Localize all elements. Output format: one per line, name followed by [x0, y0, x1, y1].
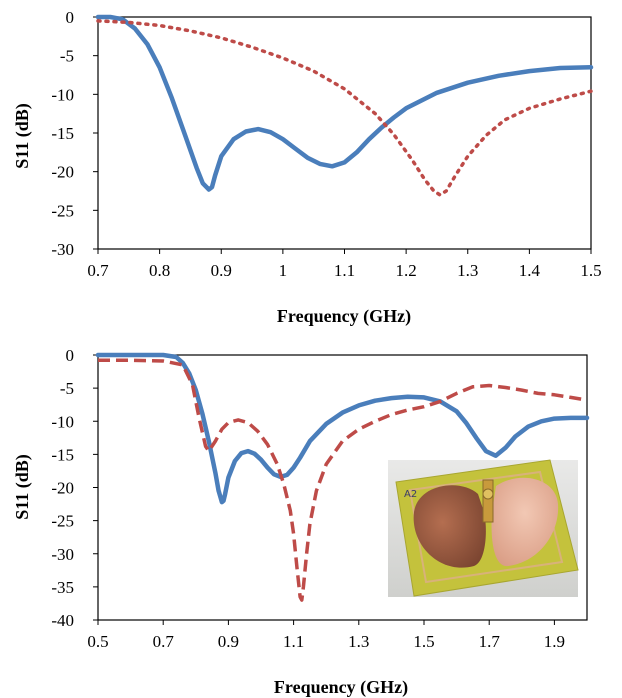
- antenna-photo: A2: [388, 459, 579, 597]
- x-axis-label: Frequency (GHz): [274, 677, 408, 698]
- x-tick-label: 0.9: [211, 261, 232, 280]
- board-label: A2: [404, 489, 417, 500]
- x-tick-label: 1.5: [580, 261, 601, 280]
- x-tick-label: 0.5: [87, 632, 108, 651]
- y-tick-label: -40: [51, 611, 74, 630]
- x-tick-label: 1.1: [283, 632, 304, 651]
- y-tick-label: -25: [51, 512, 74, 531]
- x-tick-label: 0.9: [218, 632, 239, 651]
- y-axis-label: S11 (dB): [12, 454, 33, 520]
- series-line-dotted: [96, 19, 593, 197]
- y-tick-label: -15: [51, 124, 74, 143]
- chart-top: 0.7 0.8 0.9 1 1.1 1.2 1.3 1.4 1.5 0 -5 -10 -15 -20 -25…: [12, 8, 602, 327]
- y-tick-label: -15: [51, 445, 74, 464]
- y-tick-label: -30: [51, 240, 74, 259]
- y-tick-label: 0: [66, 8, 75, 27]
- y-axis-label: S11 (dB): [12, 103, 33, 169]
- y-tick-label: -5: [60, 379, 74, 398]
- y-tick-label: 0: [66, 346, 75, 365]
- x-axis-label: Frequency (GHz): [277, 306, 411, 327]
- x-tick-label: 0.7: [153, 632, 175, 651]
- x-tick-label: 0.8: [149, 261, 170, 280]
- y-tick-label: -10: [51, 85, 74, 104]
- board-trace: [408, 470, 564, 584]
- y-tick-label: -20: [51, 479, 74, 498]
- series-line-solid: [95, 352, 590, 505]
- y-tick-label: -5: [60, 47, 74, 66]
- x-tick-label: 1.3: [457, 261, 478, 280]
- sma-connector-icon: [482, 479, 494, 523]
- x-tick-label: 1.1: [334, 261, 355, 280]
- x-tick-label: 1.5: [413, 632, 434, 651]
- plot-frame: [97, 16, 592, 250]
- y-tick-label: -30: [51, 545, 74, 564]
- x-tick-label: 1.4: [519, 261, 541, 280]
- x-tick-label: 1: [279, 261, 288, 280]
- right-patch: [491, 477, 559, 567]
- left-patch: [413, 485, 486, 568]
- chart-bottom: 0.5 0.7 0.9 1.1 1.3 1.5 1.7 1.9 0 -5 -10 -15 -20 -25 -…: [12, 346, 590, 698]
- x-tick-label: 1.7: [479, 632, 501, 651]
- series-line-dashed: [98, 358, 588, 602]
- x-tick-label: 1.3: [348, 632, 369, 651]
- y-tick-label: -25: [51, 201, 74, 220]
- series-line-solid: [95, 14, 594, 192]
- x-tick-label: 1.2: [396, 261, 417, 280]
- x-tick-label: 1.9: [544, 632, 565, 651]
- y-tick-label: -20: [51, 163, 74, 182]
- y-tick-label: -10: [51, 412, 74, 431]
- x-tick-label: 0.7: [87, 261, 109, 280]
- y-tick-label: -35: [51, 578, 74, 597]
- connector-nut: [482, 488, 494, 500]
